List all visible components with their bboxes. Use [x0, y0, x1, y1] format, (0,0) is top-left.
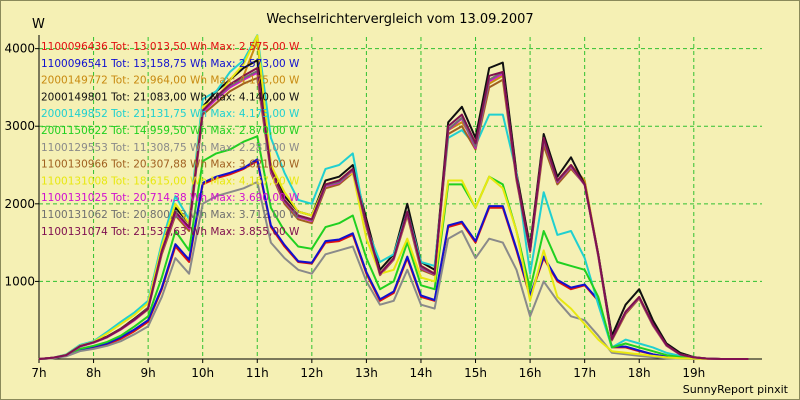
y-tick-label: 3000 — [4, 119, 35, 133]
legend-entry-2000149801: 2000149801 Tot: 21.083,00 Wh Max: 4.140,… — [41, 91, 300, 103]
x-tick-label: 11h — [246, 366, 269, 380]
series-line-1100096541 — [38, 158, 749, 360]
x-tick-label: 14h — [410, 366, 433, 380]
x-tick-label: 19h — [682, 366, 705, 380]
legend-entry-1100096541: 1100096541 Tot: 13.158,75 Wh Max: 2.573,… — [41, 58, 300, 70]
legend-entry-2001150622: 2001150622 Tot: 14.959,50 Wh Max: 2.870,… — [41, 125, 300, 137]
legend-entry-1100129553: 1100129553 Tot: 11.308,75 Wh Max: 2.281,… — [41, 142, 300, 154]
legend-entry-1100131062: 1100131062 Tot: 20.800,13 Wh Max: 3.712,… — [41, 209, 300, 221]
chart-title: Wechselrichtervergleich vom 13.09.2007 — [266, 12, 534, 27]
series-line-1100129553 — [38, 181, 749, 360]
y-tick-label: 2000 — [4, 197, 35, 211]
x-tick-label: 7h — [31, 366, 46, 380]
legend-entry-1100131008: 1100131008 Tot: 18.615,00 Wh Max: 4.167,… — [41, 175, 300, 187]
x-tick-label: 15h — [464, 366, 487, 380]
axes: 7h 8h 9h 10h 11h 12h 13h 14h 15h 16h 17h 18h 19h 1000… — [4, 35, 762, 380]
legend-entry-1100131074: 1100131074 Tot: 21.537,63 Wh Max: 3.855,… — [41, 226, 300, 238]
x-tick-label: 17h — [573, 366, 596, 380]
x-tick-label: 8h — [86, 366, 101, 380]
series-line-1100131074 — [38, 67, 749, 360]
legend-entry-2000149852: 2000149852 Tot: 21.131,75 Wh Max: 4.173,… — [41, 108, 300, 120]
legend-entry-1100096436: 1100096436 Tot: 13.013,50 Wh Max: 2.575,… — [41, 41, 300, 53]
legend-entry-1100130966: 1100130966 Tot: 20.307,88 Wh Max: 3.621,… — [41, 159, 300, 171]
legend: 1100096436 Tot: 13.013,50 Wh Max: 2.575,… — [41, 41, 300, 238]
x-tick-label: 10h — [191, 366, 214, 380]
y-axis-unit-label: W — [32, 17, 45, 32]
series-line-2001150622 — [38, 135, 749, 360]
legend-entry-2000149772: 2000149772 Tot: 20.964,00 Wh Max: 4.175,… — [41, 75, 300, 87]
x-tick-label: 16h — [519, 366, 542, 380]
footer-credit: SunnyReport pinxit — [682, 383, 788, 396]
series-lines — [38, 34, 749, 360]
y-tick-label: 4000 — [4, 42, 35, 56]
x-tick-label: 9h — [141, 366, 156, 380]
series-line-1100131008 — [38, 34, 749, 360]
y-tick-label: 1000 — [4, 274, 35, 288]
x-tick-label: 13h — [355, 366, 378, 380]
legend-entry-1100131025: 1100131025 Tot: 20.714,38 Wh Max: 3.690,… — [41, 192, 300, 204]
x-tick-label: 18h — [628, 366, 651, 380]
x-tick-label: 12h — [300, 366, 323, 380]
